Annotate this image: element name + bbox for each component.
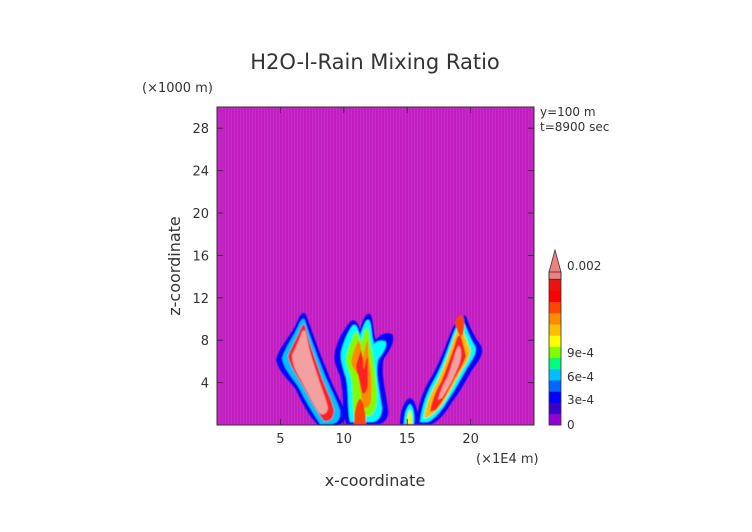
x-axis-unit: (×1E4 m) — [476, 452, 539, 467]
colorbar-level — [549, 368, 561, 381]
x-tick-label: 15 — [399, 432, 416, 447]
cloud-1-core — [292, 330, 328, 415]
colorbar-tick-label: 0 — [567, 418, 575, 432]
y-tick-label: 24 — [192, 165, 209, 180]
colorbar-tick-label: 6e-4 — [567, 370, 594, 384]
colorbar-level — [549, 402, 561, 415]
x-tick-label: 10 — [336, 432, 353, 447]
colorbar-tick-label: 3e-4 — [567, 393, 594, 407]
annotation-t: t=8900 sec — [540, 120, 609, 134]
y-tick-label: 20 — [192, 207, 209, 222]
x-tick-label: 20 — [462, 432, 479, 447]
y-tick-label: 16 — [192, 249, 209, 264]
annotation-y: y=100 m — [540, 105, 596, 119]
colorbar-level — [549, 290, 561, 303]
y-axis-unit: (×1000 m) — [142, 81, 213, 96]
colorbar-level — [549, 301, 561, 314]
cloud-2-hot — [356, 350, 368, 394]
colorbar-level — [549, 346, 561, 359]
chart-title: H2O-l-Rain Mixing Ratio — [250, 50, 500, 74]
colorbar-level — [549, 279, 561, 291]
colorbar-level — [549, 335, 561, 347]
cloud-small-center — [407, 410, 412, 424]
colorbar-level — [549, 357, 561, 370]
colorbar-tick-label: 9e-4 — [567, 346, 594, 360]
cloud-3-core — [438, 345, 462, 400]
colorbar-level — [548, 248, 562, 280]
colorbar: 0 3e-4 6e-4 9e-4 0.002 — [548, 248, 601, 432]
y-tick-label: 8 — [201, 334, 209, 349]
y-tick-label: 4 — [201, 377, 209, 392]
colorbar-frame — [548, 271, 562, 426]
rain-field — [276, 313, 483, 425]
y-axis-label: z-coordinate — [165, 216, 184, 316]
y-axis: 4 8 12 16 20 24 28 — [192, 122, 534, 392]
colorbar-level — [549, 380, 561, 392]
cloud-2-base — [354, 398, 366, 424]
y-tick-label: 12 — [192, 292, 209, 307]
x-axis: 5 10 15 20 — [276, 107, 479, 447]
plot-frame — [216, 106, 535, 426]
colorbar-level — [549, 391, 561, 403]
colorbar-level — [549, 312, 561, 325]
colorbar-tick-label: 0.002 — [567, 259, 601, 273]
x-axis-label: x-coordinate — [325, 471, 426, 490]
colorbar-level — [549, 413, 561, 426]
colorbar-level — [549, 324, 561, 336]
y-tick-label: 28 — [192, 122, 209, 137]
x-tick-label: 5 — [276, 432, 284, 447]
cloud-3-top — [455, 315, 465, 336]
